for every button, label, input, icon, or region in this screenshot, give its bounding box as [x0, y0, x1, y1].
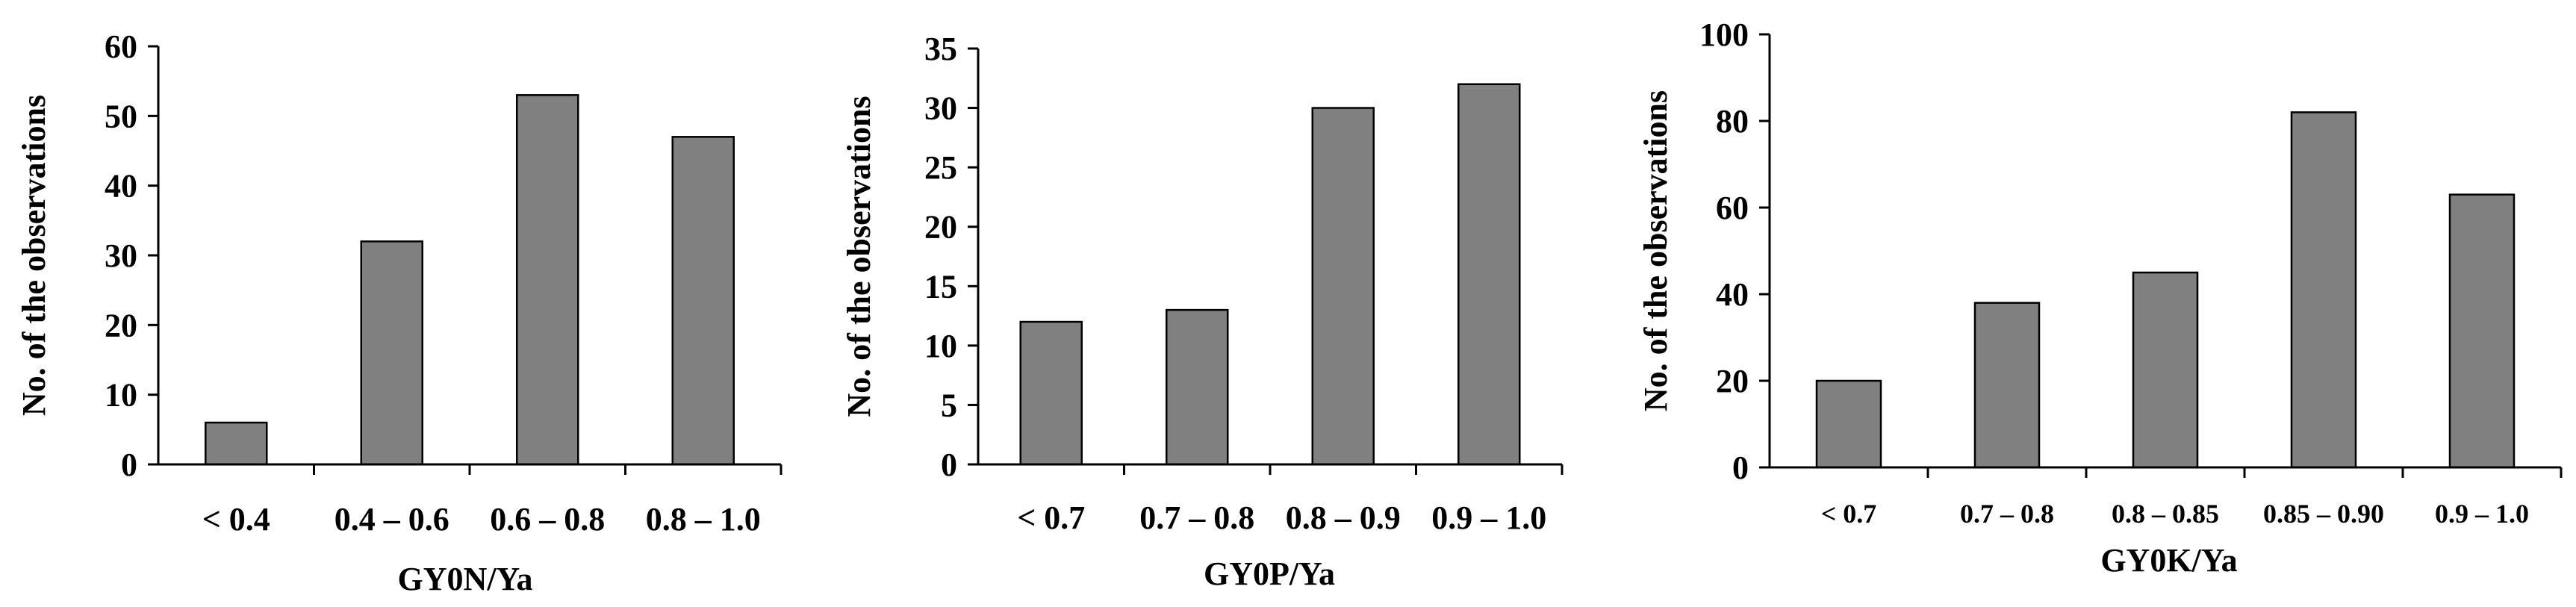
- y-tick-label: 25: [924, 149, 957, 186]
- y-tick-label: 15: [924, 268, 957, 305]
- y-tick-label: 10: [105, 377, 137, 414]
- x-axis-title: GY0N/Ya: [398, 561, 533, 597]
- y-tick-label: 60: [105, 28, 137, 65]
- y-tick-label: 30: [924, 90, 957, 127]
- category-label: 0.7 – 0.8: [1960, 499, 2054, 529]
- y-tick-label: 0: [121, 446, 137, 483]
- x-axis-title: GY0K/Ya: [2100, 542, 2237, 579]
- bar-3: [1311, 107, 1375, 466]
- bar-1: [1815, 379, 1882, 469]
- bar-3: [2132, 271, 2199, 469]
- category-label: 0.9 – 1.0: [2435, 499, 2529, 529]
- y-tick-label: 0: [941, 446, 957, 483]
- y-tick-label: 5: [941, 387, 957, 423]
- y-tick-label: 35: [924, 31, 957, 67]
- bar-4: [2290, 111, 2357, 469]
- y-tick-label: 50: [105, 98, 137, 134]
- x-axis-title: GY0P/Ya: [1204, 555, 1335, 592]
- bar-2: [1166, 308, 1229, 466]
- y-tick-label: 20: [105, 307, 137, 343]
- category-label: 0.6 – 0.8: [490, 501, 605, 538]
- y-tick-label: 10: [924, 328, 957, 364]
- y-tick-label: 40: [105, 168, 137, 205]
- category-label: 0.7 – 0.8: [1139, 499, 1254, 536]
- bar-1: [1019, 320, 1083, 466]
- y-axis-title: No. of the observations: [1637, 90, 1674, 411]
- category-label: 0.8 – 0.9: [1286, 499, 1401, 536]
- chart-panel-1: 0 10 20 30 40 50 60 < 0.4 0.4 – 0.6 0.6 – 0.8 0.8 …: [16, 28, 783, 597]
- y-tick-label: 60: [1716, 190, 1749, 226]
- category-label: < 0.4: [202, 501, 270, 538]
- chart-panel-3: 0 20 40 60 80 100 < 0.7 0.7 – 0.8 0.8 – 0.85 0.85…: [1637, 16, 2563, 579]
- y-tick-label: 40: [1716, 276, 1749, 313]
- bar-2: [1973, 302, 2041, 469]
- bar-3: [516, 94, 579, 466]
- y-tick-label: 20: [1716, 363, 1749, 399]
- y-tick-label: 80: [1716, 103, 1749, 140]
- category-label: 0.4 – 0.6: [335, 501, 449, 538]
- y-tick-label: 0: [1732, 449, 1749, 486]
- category-label: 0.8 – 0.85: [2112, 499, 2219, 529]
- bar-4: [1457, 83, 1521, 466]
- chart-panel-2: 0 5 10 15 20 25 30 35 < 0.7 0.7 – 0.8 0.8 – 0.9 0.9…: [841, 31, 1564, 592]
- category-label: < 0.7: [1821, 499, 1877, 529]
- category-label: < 0.7: [1017, 499, 1085, 536]
- category-label: 0.8 – 1.0: [646, 501, 761, 538]
- bar-1: [205, 421, 268, 466]
- y-axis-title: No. of the observations: [16, 95, 52, 416]
- bar-2: [360, 240, 423, 466]
- y-axis-title: No. of the observations: [841, 96, 877, 417]
- y-tick-label: 20: [924, 209, 957, 246]
- category-label: 0.85 – 0.90: [2263, 499, 2384, 529]
- category-label: 0.9 – 1.0: [1431, 499, 1546, 536]
- y-tick-label: 30: [105, 237, 137, 274]
- bar-4: [671, 136, 735, 466]
- bar-5: [2448, 193, 2516, 469]
- y-tick-label: 100: [1699, 16, 1749, 53]
